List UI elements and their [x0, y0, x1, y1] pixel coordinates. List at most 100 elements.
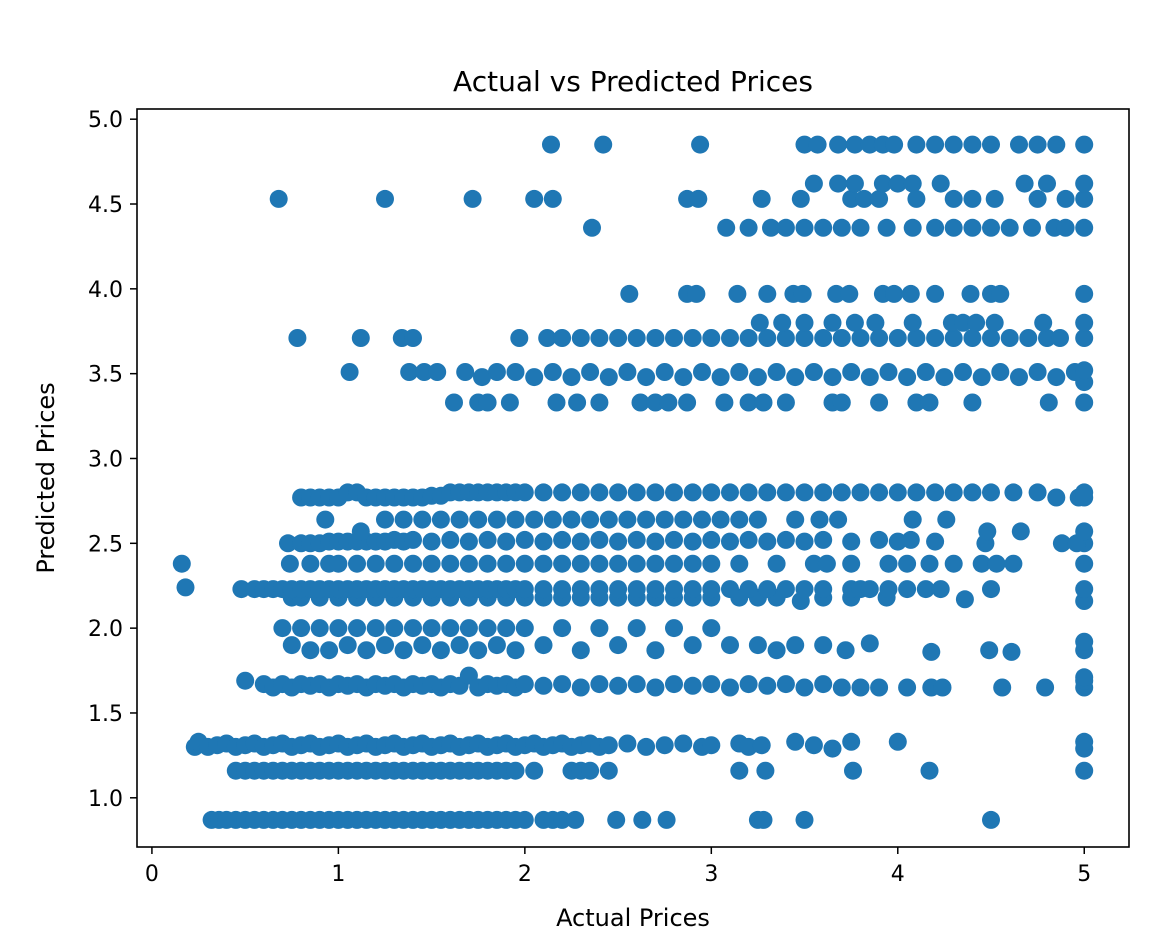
data-point: [236, 671, 255, 690]
data-point: [542, 135, 560, 154]
data-point: [907, 135, 926, 154]
data-point: [898, 678, 917, 697]
data-point: [851, 678, 870, 697]
data-point: [851, 483, 870, 502]
x-axis-ticks: 0 1 2 3 4 5: [145, 847, 1091, 887]
data-point: [754, 393, 773, 412]
data-point: [506, 641, 525, 660]
data-point: [702, 329, 721, 347]
data-point: [758, 580, 777, 599]
data-point: [627, 530, 646, 549]
data-point: [683, 329, 702, 347]
data-point: [590, 530, 609, 549]
data-point: [907, 483, 926, 502]
data-point: [795, 810, 814, 829]
data-point: [1075, 218, 1094, 237]
data-point: [506, 761, 525, 780]
data-point: [534, 580, 553, 599]
x-tick-label: 2: [518, 862, 532, 887]
data-point: [786, 510, 805, 529]
data-point: [814, 580, 833, 599]
data-point: [553, 329, 572, 347]
data-point: [795, 580, 814, 599]
data-point: [903, 218, 922, 237]
data-point: [845, 313, 864, 332]
data-point: [702, 554, 721, 573]
data-point: [795, 678, 814, 697]
data-point: [721, 483, 739, 502]
data-point: [631, 393, 650, 412]
data-point: [1011, 522, 1030, 541]
data-point: [901, 530, 920, 549]
data-point: [1075, 189, 1094, 208]
data-point: [758, 329, 777, 347]
data-point: [916, 580, 935, 599]
data-point: [571, 532, 590, 551]
data-point: [870, 189, 889, 208]
data-point: [810, 510, 829, 529]
data-point: [842, 189, 861, 208]
data-point: [655, 510, 674, 529]
data-point: [985, 189, 1004, 208]
data-point: [646, 483, 665, 502]
data-point: [1028, 135, 1047, 154]
data-point: [376, 636, 394, 655]
data-point: [473, 368, 491, 387]
data-point: [571, 641, 590, 660]
data-point: [1019, 329, 1038, 347]
data-point: [338, 636, 357, 655]
data-point: [329, 619, 348, 638]
data-point: [310, 619, 329, 638]
data-point: [515, 619, 534, 638]
data-point: [944, 135, 963, 154]
data-point: [487, 510, 506, 529]
data-point: [620, 284, 639, 303]
y-tick-label: 4.0: [88, 278, 123, 303]
data-point: [329, 554, 348, 573]
data-point: [655, 736, 674, 755]
data-point: [1075, 361, 1094, 380]
data-point: [515, 483, 534, 502]
data-point: [985, 313, 1004, 332]
data-point: [795, 329, 814, 347]
data-point: [609, 329, 628, 347]
data-point: [829, 174, 848, 193]
data-point: [525, 189, 544, 208]
data-point: [413, 510, 432, 529]
data-point: [903, 510, 922, 529]
data-point: [1075, 393, 1094, 412]
data-point: [982, 218, 1000, 237]
data-point: [562, 510, 581, 529]
data-point: [1015, 174, 1034, 193]
data-point: [566, 810, 585, 829]
data-point: [842, 363, 861, 381]
data-point: [916, 363, 935, 381]
data-point: [832, 218, 851, 237]
data-point: [594, 135, 613, 154]
data-point: [422, 532, 441, 551]
data-point: [829, 510, 848, 529]
data-point: [288, 329, 307, 347]
data-point: [463, 189, 482, 208]
data-point: [599, 761, 618, 780]
data-point: [683, 554, 702, 573]
data-point: [1038, 174, 1056, 193]
data-point: [627, 580, 646, 599]
data-point: [506, 363, 525, 381]
data-point: [804, 554, 823, 573]
data-point: [609, 554, 628, 573]
y-tick-label: 3.0: [88, 447, 123, 472]
data-point: [844, 761, 862, 780]
data-point: [1052, 534, 1071, 553]
data-point: [627, 675, 646, 694]
data-point: [762, 218, 780, 237]
data-point: [870, 530, 889, 549]
data-point: [525, 761, 544, 780]
data-point: [879, 554, 898, 573]
data-point: [748, 636, 767, 655]
data-point: [795, 135, 814, 154]
data-point: [898, 368, 917, 387]
data-point: [497, 554, 516, 573]
data-point: [739, 737, 758, 756]
